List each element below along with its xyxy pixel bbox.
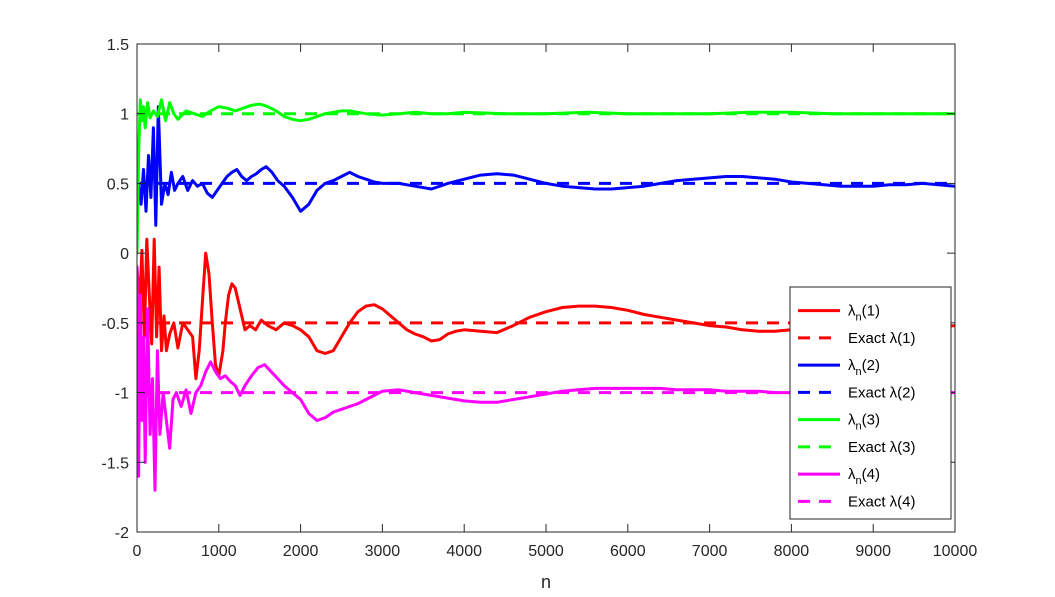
x-tick-label: 10000 bbox=[933, 543, 978, 560]
y-tick-label: 1.5 bbox=[107, 37, 129, 54]
y-tick-label: -1 bbox=[115, 386, 129, 403]
legend-label: Exact λ(2) bbox=[848, 384, 916, 401]
legend-box bbox=[789, 286, 952, 520]
legend-entry-7[interactable]: λn(4) bbox=[798, 466, 880, 487]
y-axis-ticks: -2 -1.5 -1 -0.5 0 0.5 1 1.5 bbox=[101, 37, 955, 542]
x-tick-label: 4000 bbox=[446, 543, 482, 560]
legend-entry-6[interactable]: Exact λ(3) bbox=[798, 439, 916, 456]
y-tick-label: -1.5 bbox=[101, 455, 129, 472]
legend-label: Exact λ(3) bbox=[848, 439, 916, 456]
x-tick-label: 8000 bbox=[774, 543, 810, 560]
x-tick-label: 3000 bbox=[365, 543, 401, 560]
x-axis-ticks: 0 1000 2000 3000 4000 5000 6000 7000 8000 9000 100… bbox=[133, 44, 978, 560]
y-tick-label: 0.5 bbox=[107, 176, 129, 193]
x-tick-label: 2000 bbox=[283, 543, 319, 560]
legend-label: λn(2) bbox=[848, 357, 880, 378]
y-tick-label: -2 bbox=[115, 525, 129, 542]
legend-entry-3[interactable]: λn(2) bbox=[798, 357, 880, 378]
x-tick-label: 7000 bbox=[692, 543, 728, 560]
legend-entry-4[interactable]: Exact λ(2) bbox=[798, 384, 916, 401]
y-tick-label: -0.5 bbox=[101, 316, 129, 333]
legend-entry-2[interactable]: Exact λ(1) bbox=[798, 330, 916, 347]
legend-label: λn(3) bbox=[848, 412, 880, 433]
x-tick-label: 5000 bbox=[528, 543, 564, 560]
series-line-3 bbox=[137, 105, 955, 227]
y-tick-label: 0 bbox=[120, 246, 129, 263]
series-line-1 bbox=[137, 237, 955, 381]
legend-label: Exact λ(4) bbox=[848, 493, 916, 510]
x-axis-label: n bbox=[541, 572, 551, 592]
legend-label: λn(4) bbox=[848, 466, 880, 487]
series-layer bbox=[137, 98, 955, 492]
x-tick-label: 0 bbox=[133, 543, 142, 560]
legend-entry-8[interactable]: Exact λ(4) bbox=[798, 493, 916, 510]
legend-entry-5[interactable]: λn(3) bbox=[798, 412, 880, 433]
x-tick-label: 6000 bbox=[610, 543, 646, 560]
legend-entry-1[interactable]: λn(1) bbox=[798, 303, 880, 324]
y-tick-label: 1 bbox=[120, 107, 129, 124]
x-tick-label: 1000 bbox=[201, 543, 237, 560]
x-tick-label: 9000 bbox=[855, 543, 891, 560]
legend-label: Exact λ(1) bbox=[848, 330, 916, 347]
legend[interactable]: λn(1) Exact λ(1) λn(2) Exact λ(2) λn(3) Exact… bbox=[789, 286, 952, 520]
legend-label: λn(1) bbox=[848, 303, 880, 324]
